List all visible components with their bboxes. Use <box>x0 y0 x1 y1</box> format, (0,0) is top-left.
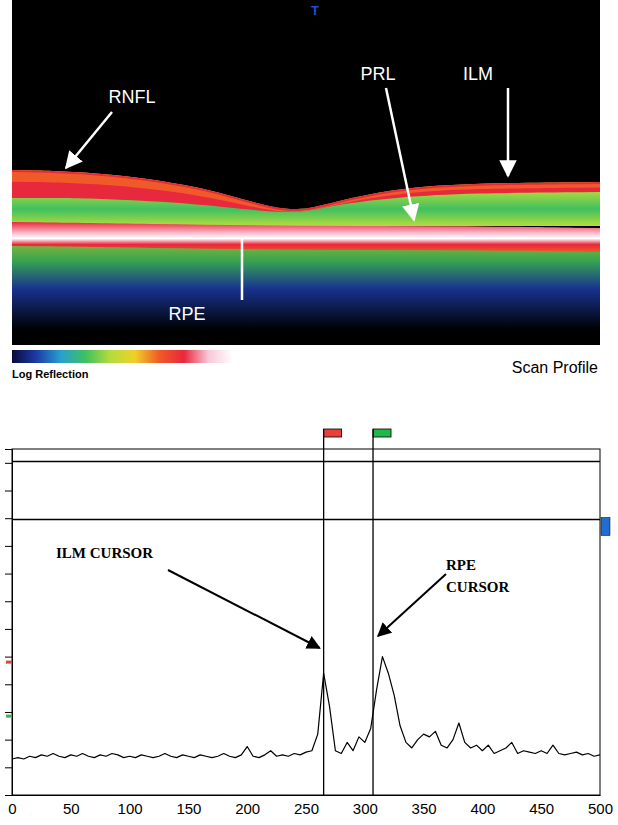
label-arrow <box>241 238 244 300</box>
x-tick: 100 <box>118 795 143 817</box>
y-tick-mark <box>5 767 12 768</box>
cursor-handle <box>373 429 391 437</box>
x-tick: 50 <box>63 795 80 817</box>
cursor-line <box>323 449 324 795</box>
x-tick-label: 450 <box>529 800 554 817</box>
layer-label: RPE <box>168 304 205 324</box>
colorbar <box>12 350 233 363</box>
y-tick <box>5 657 12 658</box>
cursor-line <box>372 449 373 795</box>
y-tick <box>5 767 12 768</box>
y-tick-mark <box>5 601 12 602</box>
label-arrow <box>386 88 414 220</box>
choroid-band <box>12 238 600 330</box>
profile-line <box>12 657 600 759</box>
annotation-arrow <box>168 570 320 648</box>
y-tick <box>5 740 12 741</box>
cursor-stem <box>372 429 373 449</box>
colorbar-label: Log Reflection <box>12 368 89 380</box>
y-tick-mark <box>5 491 12 492</box>
x-axis: 0 50 100 150 200 250 300 350 400 450 500 <box>8 795 613 817</box>
x-tick-label: 400 <box>470 800 495 817</box>
label-arrow <box>66 112 112 168</box>
y-tick-mark <box>5 740 12 741</box>
oct-background <box>12 0 600 345</box>
rpe-band <box>12 222 600 252</box>
reference-line <box>12 519 600 521</box>
x-tick-label: 350 <box>412 800 437 817</box>
y-tick <box>5 546 12 547</box>
x-tick: 250 <box>294 795 319 817</box>
x-axis-line <box>13 795 601 796</box>
layer-label: ILM <box>463 64 493 84</box>
retina-band <box>12 170 600 226</box>
y-tick-mark <box>5 518 12 519</box>
y-marker <box>6 661 12 664</box>
y-tick-mark <box>5 463 12 464</box>
y-tick-mark <box>5 684 12 685</box>
x-tick: 450 <box>529 795 554 817</box>
y-tick <box>5 574 12 575</box>
scan-marker: T <box>311 3 319 18</box>
cursor-stem <box>323 429 324 449</box>
y-axis <box>5 450 13 796</box>
rnfl-band <box>12 170 600 212</box>
y-tick-mark <box>5 574 12 575</box>
y-tick-mark <box>5 546 12 547</box>
x-tick: 150 <box>176 795 201 817</box>
x-tick: 400 <box>470 795 495 817</box>
figure: T RNFL PRL ILM RPE Log Reflection Scan Profile… <box>0 0 618 825</box>
x-tick-label: 250 <box>294 800 319 817</box>
x-tick-label: 0 <box>8 800 16 817</box>
y-tick-mark <box>5 712 12 713</box>
layer-label: RNFL <box>108 87 155 107</box>
chart-title: Scan Profile <box>512 359 598 376</box>
x-tick: 500 <box>588 795 613 817</box>
y-tick-mark <box>5 795 12 796</box>
y-axis-line <box>5 450 13 796</box>
reference-line <box>12 461 600 463</box>
x-tick: 350 <box>412 795 437 817</box>
cursor-handle <box>324 429 342 437</box>
x-tick: 300 <box>353 795 378 817</box>
right-marker <box>601 518 610 536</box>
y-tick <box>5 601 12 602</box>
y-tick <box>5 518 12 519</box>
y-tick <box>5 491 12 492</box>
y-tick <box>5 795 12 796</box>
label-arrow <box>507 88 510 176</box>
y-tick <box>5 463 12 464</box>
x-tick-label: 200 <box>235 800 260 817</box>
x-tick-label: 500 <box>588 800 613 817</box>
rnfl-core <box>12 172 600 212</box>
layer-label: PRL <box>360 64 395 84</box>
y-tick <box>5 629 12 630</box>
y-tick-mark <box>5 629 12 630</box>
x-tick-label: 50 <box>63 800 80 817</box>
y-tick <box>5 684 12 685</box>
oct-image <box>12 170 600 330</box>
plot-data <box>12 449 600 795</box>
cursor-annotation: RPECURSOR <box>446 557 510 595</box>
x-tick: 0 <box>8 795 16 817</box>
x-tick-label: 300 <box>353 800 378 817</box>
plot-frame <box>12 449 600 795</box>
annotation-arrow <box>378 574 446 636</box>
x-tick: 200 <box>235 795 260 817</box>
y-tick-mark <box>5 657 12 658</box>
x-tick-label: 150 <box>176 800 201 817</box>
cursor-annotation: ILM CURSOR <box>56 545 153 561</box>
y-tick <box>5 712 12 713</box>
y-marker <box>6 715 12 718</box>
x-tick-label: 100 <box>118 800 143 817</box>
